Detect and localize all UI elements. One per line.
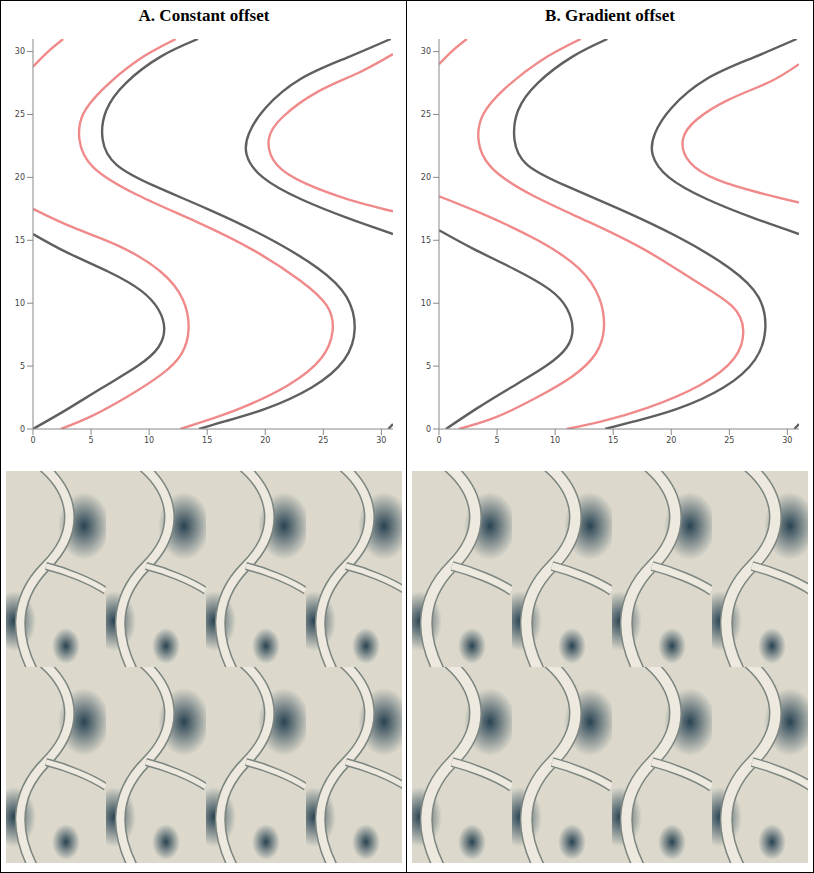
svg-text:25: 25 [318, 436, 328, 445]
svg-text:20: 20 [666, 436, 676, 445]
svg-text:20: 20 [421, 173, 431, 182]
html-text:A. Constant offset: A. Constant offset [138, 6, 270, 25]
svg-text:15: 15 [421, 236, 431, 245]
svg-text:5: 5 [495, 436, 500, 445]
svg-text:25: 25 [421, 110, 431, 119]
svg-text:5: 5 [20, 362, 25, 371]
svg-text:5: 5 [89, 436, 94, 445]
svg-text:15: 15 [15, 236, 25, 245]
svg-text:10: 10 [15, 299, 25, 308]
svg-text:20: 20 [260, 436, 270, 445]
svg-text:0: 0 [426, 425, 431, 434]
svg-text:0: 0 [30, 436, 35, 445]
svg-text:5: 5 [426, 362, 431, 371]
svg-text:30: 30 [15, 47, 25, 56]
svg-text:25: 25 [724, 436, 734, 445]
svg-text:25: 25 [15, 110, 25, 119]
html-text:B. Gradient offset: B. Gradient offset [545, 6, 675, 25]
svg-text:10: 10 [550, 436, 560, 445]
svg-text:30: 30 [376, 436, 386, 445]
svg-text:10: 10 [421, 299, 431, 308]
svg-text:15: 15 [202, 436, 212, 445]
svg-text:0: 0 [20, 425, 25, 434]
svg-text:30: 30 [782, 436, 792, 445]
svg-text:20: 20 [15, 173, 25, 182]
svg-text:15: 15 [608, 436, 618, 445]
svg-text:0: 0 [436, 436, 441, 445]
svg-text:10: 10 [144, 436, 154, 445]
svg-text:30: 30 [421, 47, 431, 56]
